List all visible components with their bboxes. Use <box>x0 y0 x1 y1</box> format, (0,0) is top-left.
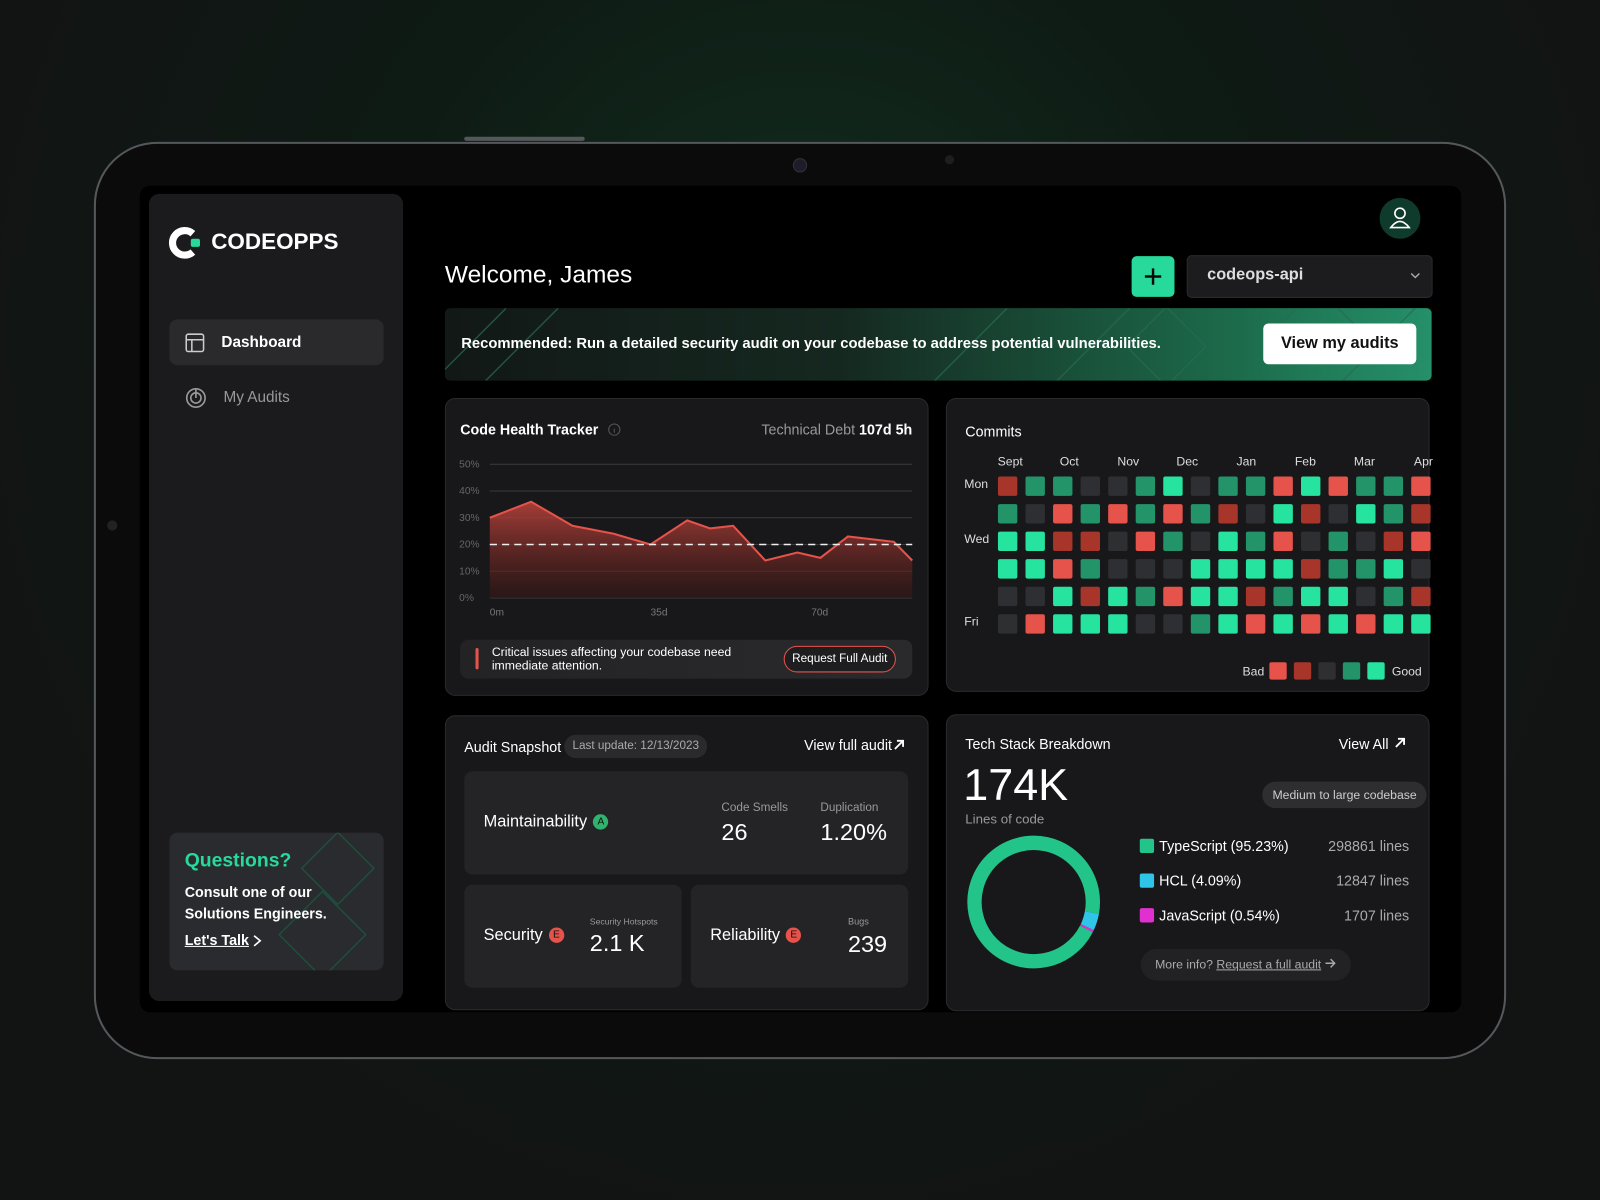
debt-value: 107d 5h <box>859 421 913 438</box>
metric-value: 1.20% <box>820 818 887 845</box>
chevron <box>253 935 262 947</box>
more-link[interactable]: Request a full audit <box>1216 957 1322 972</box>
line-count: 1707 lines <box>1344 907 1410 924</box>
arrow-right <box>1325 958 1336 968</box>
welcome: Welcome, James <box>444 261 633 289</box>
brand: CODEOPPS <box>211 228 339 255</box>
alert-bar <box>475 647 479 670</box>
label: Maintainability <box>483 813 588 831</box>
metric-name: Security E <box>483 926 565 945</box>
dropdown-icon <box>1410 272 1420 279</box>
audit-link[interactable]: View full audit <box>804 736 892 754</box>
total-label: Lines of code <box>965 811 1045 827</box>
more-text: More info? <box>1155 957 1213 972</box>
legend-swatch <box>1139 873 1155 888</box>
sensor <box>944 155 955 165</box>
debt-label: Technical Debt <box>761 421 856 438</box>
alert-text: Critical issues affecting your codebase … <box>491 644 732 673</box>
maintainability <box>464 771 909 875</box>
metric-label: Bugs <box>847 916 869 927</box>
audits-icon <box>185 387 206 408</box>
grade: A <box>593 814 609 830</box>
arrow-icon <box>1395 737 1405 748</box>
nav-label[interactable]: My Audits <box>223 388 290 407</box>
metric-value: 239 <box>847 930 888 958</box>
size-badge: Medium to large codebase <box>1262 781 1427 809</box>
banner-text: Recommended: Run a detailed security aud… <box>461 335 1161 353</box>
info-icon <box>608 423 621 436</box>
nav-item-active[interactable] <box>169 319 384 366</box>
metric-value: 2.1 K <box>589 929 645 957</box>
add-button[interactable] <box>1131 256 1175 297</box>
label: Security <box>483 926 543 944</box>
help-title: Questions? <box>184 849 292 872</box>
help-card <box>169 832 384 971</box>
more-info[interactable]: More info? Request a full audit <box>1140 948 1352 981</box>
project-name[interactable]: codeops-api <box>1207 266 1304 284</box>
metric-label: Code Smells <box>721 802 788 815</box>
nav-label[interactable]: Dashboard <box>221 333 302 352</box>
card-title: Audit Snapshot <box>464 738 562 756</box>
grade: E <box>786 927 802 943</box>
grade: E <box>548 927 565 943</box>
metric-label: Duplication <box>820 802 879 815</box>
alert-button[interactable]: Request Full Audit <box>783 645 896 673</box>
total: 174K <box>963 760 1069 811</box>
legend-label: JavaScript (0.54%) <box>1159 907 1280 924</box>
debt: Technical Debt 107d 5h <box>761 421 912 437</box>
metric-label: Security Hotspots <box>589 916 658 927</box>
camera <box>792 158 808 173</box>
banner-button[interactable]: View my audits <box>1263 323 1417 365</box>
plus-icon <box>1144 268 1162 285</box>
avatar[interactable] <box>1379 197 1421 239</box>
metric-value: 26 <box>721 818 748 845</box>
commits-card <box>945 397 1430 692</box>
arrow-icon <box>894 739 904 750</box>
card-title: Commits <box>965 423 1022 440</box>
metric-name: Reliability E <box>710 926 802 945</box>
update-badge: Last update: 12/13/2023 <box>564 734 708 759</box>
side-dot <box>107 520 118 531</box>
help-text: Consult one of our Solutions Engineers. <box>184 883 327 922</box>
legend-label: TypeScript (95.23%) <box>1159 837 1289 855</box>
dashboard-icon <box>185 333 205 353</box>
label: Reliability <box>710 926 781 944</box>
legend-label: HCL (4.09%) <box>1159 872 1242 889</box>
tablet-button <box>464 136 585 141</box>
legend-swatch <box>1139 908 1155 923</box>
tech-link[interactable]: View All <box>1338 735 1389 753</box>
line-count: 12847 lines <box>1336 872 1410 889</box>
card-title: Tech Stack Breakdown <box>965 735 1111 753</box>
security <box>464 884 682 988</box>
project-select[interactable] <box>1186 255 1433 298</box>
logo <box>168 227 200 259</box>
legend-swatch <box>1139 838 1155 854</box>
card-title: Code Health Tracker <box>460 421 599 438</box>
help-pattern <box>278 832 375 971</box>
help-link[interactable]: Let's Talk <box>184 931 249 948</box>
line-count: 298861 lines <box>1328 837 1410 855</box>
metric-name: Maintainability A <box>484 813 609 831</box>
user-icon <box>1389 207 1411 229</box>
